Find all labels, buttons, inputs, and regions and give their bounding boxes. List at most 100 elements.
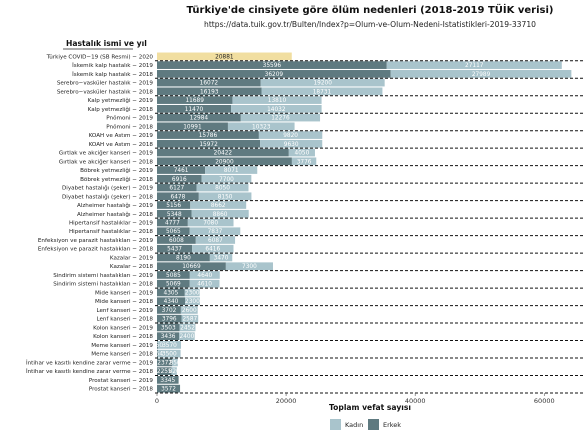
bar-erkek — [157, 367, 172, 375]
bar-kadin — [258, 131, 323, 139]
bar-erkek — [157, 244, 193, 253]
data-label-kadin: 9630 — [284, 142, 299, 148]
data-label-erkek: 3436 — [161, 334, 176, 340]
bar-erkek — [157, 174, 202, 183]
category-label: Hipertansif hastalıklar − 2019 — [69, 221, 153, 227]
data-label-kadin: 820 — [169, 369, 180, 375]
bar-erkek — [157, 148, 289, 157]
bar-kadin — [191, 209, 249, 218]
bar-erkek — [157, 253, 210, 262]
data-label-erkek: 3796 — [162, 317, 177, 323]
data-label-erkek: 2372 — [157, 360, 172, 366]
bar-kadin — [172, 358, 178, 367]
bar-kadin — [225, 262, 273, 271]
data-label-kadin: 27117 — [465, 63, 484, 69]
data-label-erkek: 35596 — [263, 63, 282, 69]
category-label: Gırtlak ve akciğer kanseri − 2019 — [59, 150, 154, 157]
category-label: İntihar ve kasıtlı kendine zarar verme −… — [26, 368, 153, 375]
bar-erkek — [157, 61, 387, 69]
category-label: Serebro−vasküler hastalık − 2018 — [57, 89, 154, 95]
data-label-erkek: 15972 — [199, 142, 218, 148]
dividers — [155, 60, 583, 394]
data-label-kadin: 7700 — [219, 177, 234, 183]
data-label-erkek: 11689 — [185, 98, 204, 104]
data-label-covid: 20881 — [215, 54, 234, 60]
bar-erkek — [157, 87, 262, 96]
data-label-erkek: 11470 — [185, 107, 204, 113]
bar-kadin — [240, 113, 321, 122]
data-label-kadin: 27989 — [472, 72, 491, 78]
bar-erkek — [157, 157, 292, 166]
bar-kadin — [157, 349, 181, 358]
category-label: Enfeksiyon ve parazit hastalıkları − 201… — [38, 238, 154, 244]
bar-kadin — [189, 279, 220, 288]
x-tick-label: 20000 — [276, 397, 297, 405]
bar-kadin — [291, 157, 317, 166]
data-label-kadin: 2452 — [180, 325, 195, 331]
data-label-kadin: 2400 — [180, 334, 195, 340]
bar-kadin — [231, 104, 322, 113]
bar-erkek — [157, 131, 259, 139]
x-tick-label: 0 — [155, 397, 159, 405]
bar-kadin — [196, 183, 249, 192]
bar-erkek — [157, 376, 179, 384]
data-label-erkek: 150 — [152, 343, 163, 349]
category-label: Meme kanseri − 2018 — [91, 352, 153, 358]
bar-kadin — [227, 122, 295, 131]
data-label-erkek: 7461 — [174, 168, 189, 174]
data-label-erkek: 10669 — [182, 264, 201, 270]
data-label-erkek: 5065 — [166, 229, 181, 235]
category-label: Alzheimer hastalığı − 2019 — [77, 202, 153, 209]
bar-erkek — [157, 349, 158, 358]
bar-kadin — [192, 244, 234, 253]
bar-erkek — [157, 201, 191, 209]
category-label: Lenf kanseri − 2019 — [96, 308, 153, 314]
data-label-erkek: 3345 — [160, 378, 175, 384]
data-label-kadin: 3470 — [214, 255, 229, 261]
data-label-kadin: 4610 — [197, 282, 212, 288]
category-label: Enfeksiyon ve parazit hastalıkları − 201… — [38, 247, 154, 253]
category-label: İskemik kalp hastalık − 2018 — [72, 71, 153, 78]
category-label: İskemik kalp hastalık − 2019 — [72, 62, 153, 69]
bar-kadin — [184, 288, 200, 297]
data-label-erkek: 5069 — [166, 282, 181, 288]
bar-erkek — [157, 262, 226, 271]
data-label-kadin: 8662 — [211, 203, 226, 209]
x-tick-label: 60000 — [534, 397, 555, 405]
category-label: Kolon kanseri − 2019 — [93, 325, 153, 331]
bar-kadin — [195, 236, 236, 244]
bar-erkek — [157, 70, 391, 78]
data-label-erkek: 3702 — [162, 308, 177, 314]
data-label-kadin: 2300 — [185, 290, 200, 296]
data-label-kadin: 19200 — [313, 81, 332, 87]
bar-erkek — [157, 122, 228, 131]
bar-erkek — [157, 306, 181, 314]
bar-kadin — [288, 148, 315, 157]
category-label: Kalp yetmezliği − 2019 — [88, 97, 154, 104]
bar-kadin — [179, 323, 196, 332]
data-label-erkek: 5156 — [166, 203, 181, 209]
bar-erkek — [157, 358, 173, 367]
data-label-erkek: 8190 — [176, 255, 191, 261]
bar-erkek — [157, 384, 181, 393]
bar-kadin — [157, 341, 182, 349]
category-label: Sindirim sistemi hastalıkları − 2018 — [53, 282, 153, 288]
data-label-erkek: 5085 — [166, 273, 181, 279]
data-label-erkek: 20422 — [214, 151, 233, 157]
data-label-kadin: 3570 — [162, 343, 177, 349]
bar-erkek — [157, 96, 233, 104]
data-label-erkek: 6916 — [172, 177, 187, 183]
data-label-kadin: 2587 — [182, 317, 197, 323]
data-label-kadin: 7300 — [242, 264, 257, 270]
bar-erkek — [157, 227, 190, 236]
category-label: Türkiye COVID−19 (SB Resmi) − 2020 — [46, 54, 154, 60]
data-label-kadin: 14032 — [267, 107, 286, 113]
bar-erkek — [157, 236, 196, 244]
data-label-kadin: 3776 — [297, 159, 312, 165]
data-label-erkek: 4340 — [164, 299, 179, 305]
bar-erkek — [157, 104, 232, 113]
data-label-erkek: 12984 — [190, 116, 209, 122]
legend-label: Kadın — [345, 421, 363, 429]
bar-kadin — [390, 70, 572, 78]
